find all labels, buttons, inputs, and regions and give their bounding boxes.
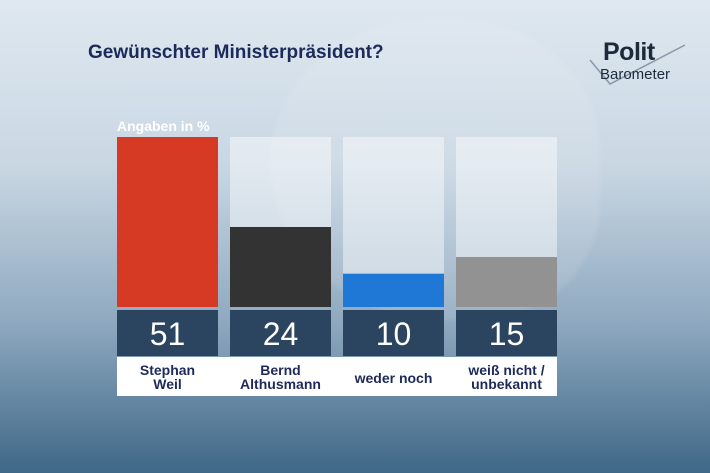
value-label: 24 <box>263 316 299 352</box>
category-label-line: weiß nicht / <box>467 362 544 378</box>
category-label-line: unbekannt <box>471 376 542 392</box>
category-label-line: Bernd <box>260 362 300 378</box>
category-label: weiß nicht / unbekannt <box>467 362 544 392</box>
bar <box>456 257 557 307</box>
category-label: Stephan Weil <box>140 362 195 392</box>
logo-text-polit: Polit <box>603 38 655 66</box>
logo-text-barometer: Barometer <box>600 66 671 83</box>
value-box <box>456 310 557 356</box>
category-label-line: Stephan <box>140 362 195 378</box>
bar <box>230 227 331 307</box>
value-box <box>343 310 444 356</box>
politbarometer-logo: Polit Barometer <box>588 38 698 88</box>
category-label-line: Althusmann <box>240 376 321 392</box>
category-label: weder noch <box>354 370 433 386</box>
value-label: 10 <box>376 316 412 352</box>
chart-title: Gewünschter Ministerpräsident? <box>88 42 384 63</box>
value-label: 51 <box>150 316 186 352</box>
bar <box>343 273 444 307</box>
value-box <box>117 310 218 356</box>
category-label-band <box>117 357 557 396</box>
value-label: 15 <box>489 316 525 352</box>
checkmark-icon <box>589 44 686 85</box>
unit-label: Angaben in % <box>117 118 210 134</box>
bar <box>117 137 218 307</box>
value-box <box>230 310 331 356</box>
category-label-line: Weil <box>153 376 182 392</box>
category-label: Bernd Althusmann <box>240 362 321 392</box>
